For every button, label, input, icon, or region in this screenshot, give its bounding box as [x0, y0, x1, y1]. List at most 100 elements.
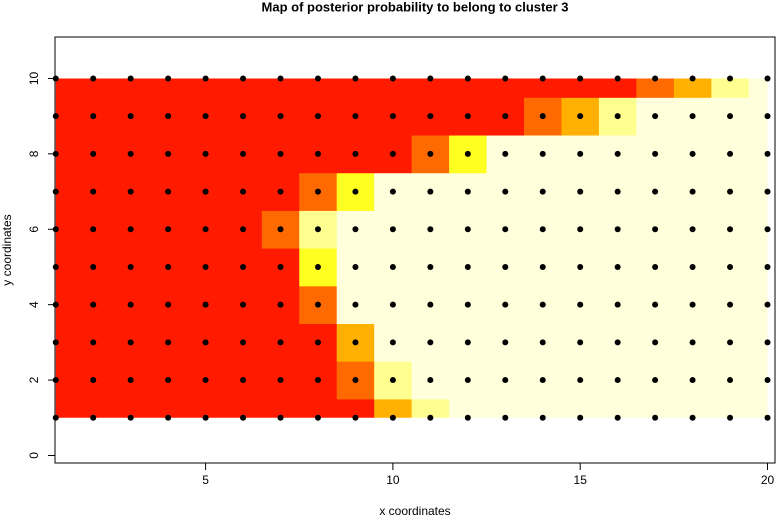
- grid-point: [202, 339, 209, 346]
- x-axis-label: x coordinates: [379, 504, 450, 518]
- grid-point: [689, 414, 696, 421]
- grid-point: [539, 377, 546, 384]
- grid-point: [314, 263, 321, 270]
- grid-point: [240, 226, 247, 233]
- grid-point: [427, 339, 434, 346]
- grid-point: [727, 75, 734, 82]
- heat-cell: [55, 135, 75, 174]
- grid-point: [577, 226, 584, 233]
- grid-point: [389, 339, 396, 346]
- grid-point: [427, 226, 434, 233]
- grid-point: [202, 263, 209, 270]
- heat-cell: [299, 398, 338, 418]
- grid-point: [539, 113, 546, 120]
- grid-point: [577, 75, 584, 82]
- grid-point: [277, 75, 284, 82]
- grid-point: [577, 263, 584, 270]
- grid-point: [127, 339, 134, 346]
- grid-point: [539, 339, 546, 346]
- grid-point: [727, 414, 734, 421]
- heat-cell: [299, 78, 338, 98]
- heat-cell: [748, 323, 768, 362]
- grid-point: [764, 414, 771, 421]
- grid-point: [689, 150, 696, 157]
- grid-point: [52, 75, 59, 82]
- grid-point: [464, 339, 471, 346]
- heat-cell: [374, 78, 413, 98]
- heat-cell: [55, 172, 75, 211]
- heat-cell: [374, 398, 413, 418]
- grid-point: [90, 339, 97, 346]
- x-tick-label: 15: [574, 473, 588, 487]
- grid-point: [727, 150, 734, 157]
- grid-point: [314, 113, 321, 120]
- grid-point: [764, 188, 771, 195]
- grid-point: [352, 339, 359, 346]
- heat-cell: [55, 248, 75, 287]
- grid-point: [90, 301, 97, 308]
- grid-point: [314, 301, 321, 308]
- grid-point: [127, 113, 134, 120]
- grid-point: [165, 75, 172, 82]
- grid-point: [652, 226, 659, 233]
- grid-point: [240, 188, 247, 195]
- grid-point: [165, 263, 172, 270]
- heat-cell: [748, 97, 768, 136]
- grid-point: [502, 414, 509, 421]
- grid-point: [689, 339, 696, 346]
- grid-point: [127, 263, 134, 270]
- x-tick-label: 5: [202, 473, 209, 487]
- grid-point: [464, 414, 471, 421]
- grid-point: [165, 301, 172, 308]
- grid-point: [277, 377, 284, 384]
- heat-cell: [186, 398, 225, 418]
- heat-field: [55, 78, 768, 418]
- grid-point: [90, 226, 97, 233]
- heat-cell: [748, 398, 768, 418]
- grid-point: [202, 188, 209, 195]
- grid-point: [652, 301, 659, 308]
- grid-point: [614, 75, 621, 82]
- grid-point: [764, 75, 771, 82]
- y-tick-label: 6: [27, 226, 41, 233]
- grid-point: [577, 377, 584, 384]
- x-tick-label: 10: [386, 473, 400, 487]
- grid-point: [502, 113, 509, 120]
- grid-point: [727, 263, 734, 270]
- grid-point: [127, 377, 134, 384]
- grid-point: [165, 113, 172, 120]
- grid-point: [427, 113, 434, 120]
- grid-point: [614, 188, 621, 195]
- grid-point: [277, 263, 284, 270]
- grid-point: [727, 113, 734, 120]
- grid-point: [614, 150, 621, 157]
- heat-cell: [561, 398, 600, 418]
- grid-point: [127, 301, 134, 308]
- grid-point: [652, 150, 659, 157]
- grid-point: [427, 75, 434, 82]
- grid-point: [90, 263, 97, 270]
- grid-point: [240, 75, 247, 82]
- y-tick-label: 8: [27, 150, 41, 157]
- grid-point: [614, 339, 621, 346]
- grid-point: [727, 339, 734, 346]
- grid-point: [539, 188, 546, 195]
- heat-cell: [748, 285, 768, 325]
- grid-point: [727, 377, 734, 384]
- grid-point: [577, 113, 584, 120]
- grid-point: [314, 414, 321, 421]
- y-tick-label: 2: [27, 376, 41, 383]
- heat-cell: [673, 78, 712, 98]
- grid-point: [464, 188, 471, 195]
- grid-point: [614, 226, 621, 233]
- y-tick-label: 0: [27, 452, 41, 459]
- heat-cell: [748, 135, 768, 174]
- heat-cell: [748, 78, 768, 98]
- heat-cell: [486, 398, 525, 418]
- grid-point: [764, 377, 771, 384]
- grid-point: [689, 188, 696, 195]
- grid-point: [614, 113, 621, 120]
- grid-point: [539, 226, 546, 233]
- grid-point: [52, 150, 59, 157]
- grid-point: [502, 226, 509, 233]
